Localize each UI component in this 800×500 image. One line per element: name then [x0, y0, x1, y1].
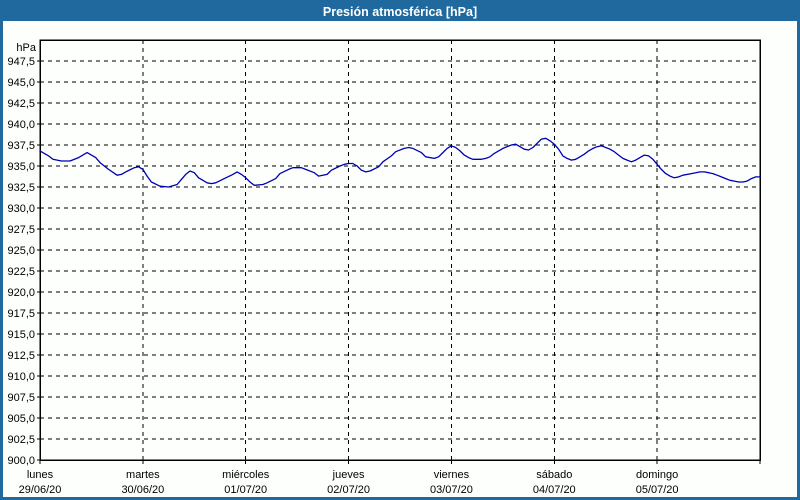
y-tick-label: 927,5: [7, 224, 35, 236]
day-label: miércoles: [222, 469, 270, 481]
y-tick-label: 940,0: [7, 119, 35, 131]
day-label: viernes: [434, 469, 470, 481]
y-tick-label: 900,0: [7, 455, 35, 467]
y-tick-label: 912,5: [7, 350, 35, 362]
day-label: martes: [126, 469, 160, 481]
date-label: 03/07/20: [430, 484, 473, 496]
y-axis-unit-label: hPa: [16, 42, 36, 54]
date-label: 29/06/20: [19, 484, 62, 496]
y-tick-label: 945,0: [7, 77, 35, 89]
y-tick-label: 930,0: [7, 203, 35, 215]
y-tick-label: 942,5: [7, 98, 35, 110]
y-tick-label: 925,0: [7, 245, 35, 257]
window-title-bar: Presión atmosférica [hPa]: [3, 3, 797, 21]
date-label: 05/07/20: [636, 484, 679, 496]
y-tick-label: 935,0: [7, 161, 35, 173]
date-label: 30/06/20: [121, 484, 164, 496]
plot-border: [39, 39, 761, 461]
day-label: lunes: [27, 469, 54, 481]
y-tick-label: 922,5: [7, 266, 35, 278]
pressure-chart: 900,0 902,5 905,0 907,5 910,0 912,5 915,0 917,5…: [7, 39, 761, 496]
y-tick-label: 947,5: [7, 56, 35, 68]
date-label: 04/07/20: [533, 484, 576, 496]
day-label: jueves: [332, 469, 365, 481]
y-tick-label: 915,0: [7, 329, 35, 341]
y-tick-label: 907,5: [7, 392, 35, 404]
y-tick-label: 920,0: [7, 287, 35, 299]
y-tick-label: 910,0: [7, 371, 35, 383]
day-label: domingo: [636, 469, 678, 481]
y-tick-label: 905,0: [7, 413, 35, 425]
day-label: sábado: [536, 469, 572, 481]
y-tick-label: 932,5: [7, 182, 35, 194]
y-tick-label: 902,5: [7, 434, 35, 446]
date-label: 01/07/20: [224, 484, 267, 496]
date-label: 02/07/20: [327, 484, 370, 496]
y-tick-label: 937,5: [7, 140, 35, 152]
pressure-line: [39, 137, 761, 188]
y-tick-label: 917,5: [7, 308, 35, 320]
window-title: Presión atmosférica [hPa]: [322, 5, 478, 19]
